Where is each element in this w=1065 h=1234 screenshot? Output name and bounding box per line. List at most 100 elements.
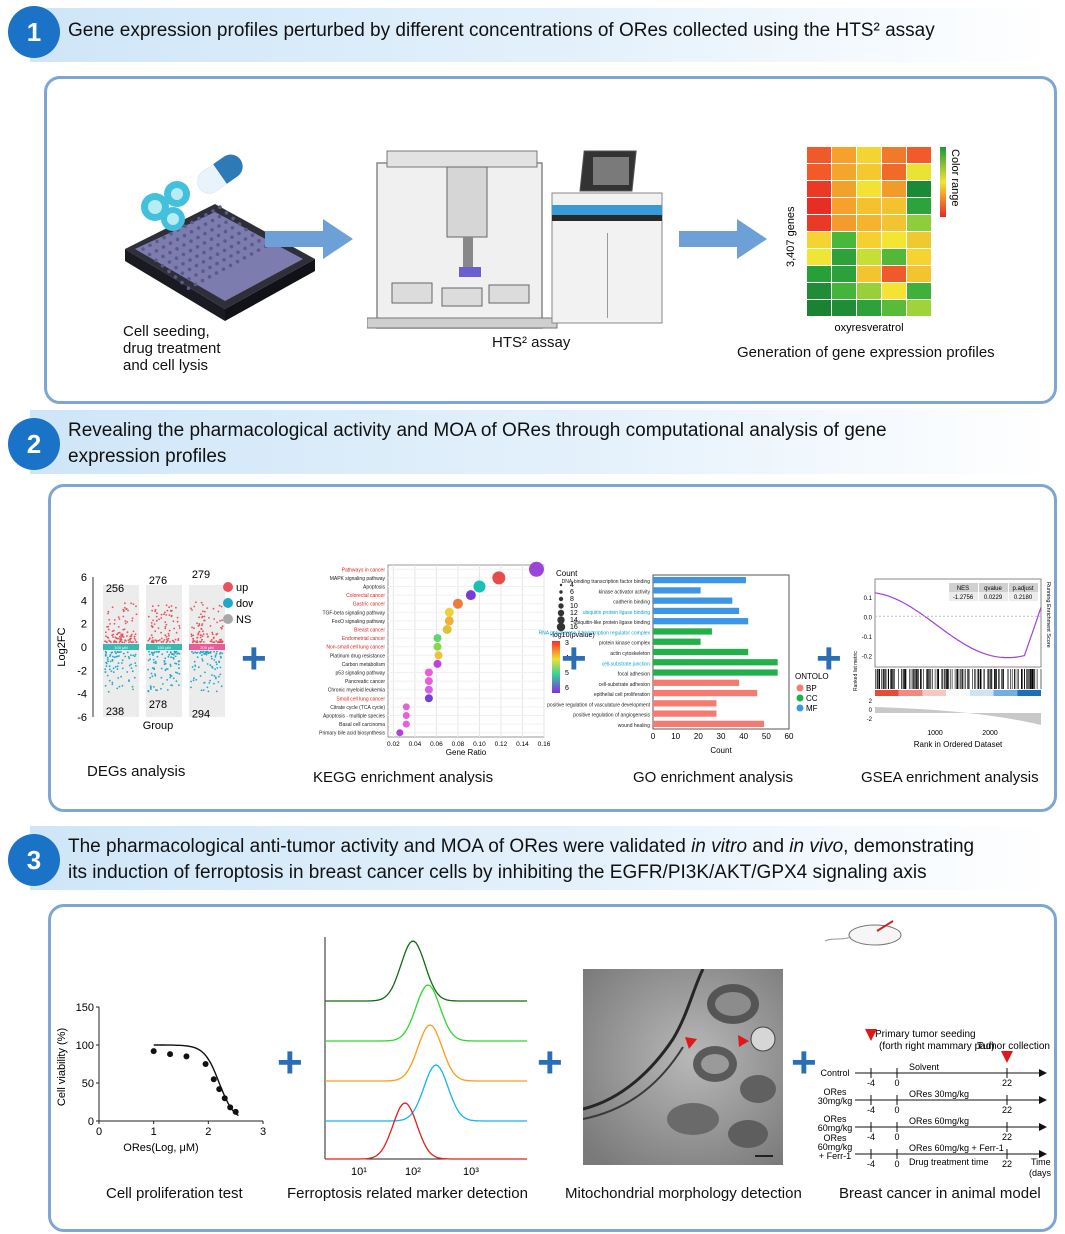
plate-well — [222, 258, 226, 262]
kegg-xlabel: Gene Ratio — [446, 748, 487, 757]
heatmap-cell — [832, 283, 856, 299]
degs-point — [177, 639, 180, 642]
viability-point — [202, 1061, 209, 1067]
degs-point — [117, 616, 120, 618]
degs-point — [194, 651, 197, 653]
kegg-term-label: Citrate cycle (TCA cycle) — [330, 705, 385, 711]
plate-well — [217, 214, 222, 219]
degs-point — [151, 652, 153, 654]
section-1-badge: 1 — [8, 6, 60, 58]
gsea-rank-color — [993, 690, 1018, 696]
kegg-point — [444, 607, 454, 617]
plate-well — [202, 241, 207, 245]
section-3-title: The pharmacological anti-tumor activity … — [68, 836, 975, 883]
viability-ylabel: Cell viability (%) — [56, 1028, 68, 1106]
plus-icon: + — [241, 634, 267, 683]
degs-up-count: 279 — [192, 569, 210, 581]
degs-point — [164, 621, 167, 623]
degs-point — [217, 610, 220, 613]
degs-point — [156, 612, 158, 615]
kegg-point — [402, 720, 410, 728]
degs-point — [149, 658, 151, 661]
kegg-count-label: 6 — [570, 589, 574, 596]
degs-point — [211, 666, 214, 669]
degs-point — [205, 652, 207, 655]
kegg-count-title: Count — [556, 569, 578, 578]
plate-well — [208, 256, 213, 260]
gsea-es-line — [874, 592, 1042, 659]
plate-well — [242, 256, 247, 260]
degs-point — [196, 622, 198, 625]
go-term-label: kinase activator activity — [599, 589, 651, 595]
plate-well — [244, 227, 248, 232]
plate-well — [243, 237, 248, 241]
degs-point — [213, 659, 216, 661]
treatment-label: ORes 60mg/kg + Ferr-1 — [909, 1143, 1004, 1153]
degs-point — [153, 686, 155, 688]
degs-point — [201, 638, 203, 641]
plate-well — [210, 228, 214, 232]
degs-point — [134, 633, 137, 636]
degs-point — [111, 606, 114, 609]
degs-point — [209, 650, 212, 653]
degs-point — [192, 639, 195, 642]
go-bar — [653, 587, 701, 594]
degs-point — [162, 641, 164, 643]
heatmap-cell — [882, 232, 906, 248]
degs-point — [151, 675, 154, 678]
plus-icon: + — [561, 634, 587, 683]
degs-point — [116, 633, 118, 636]
degs-point — [121, 633, 124, 636]
degs-legend-label: NS — [236, 614, 251, 626]
kegg-term-label: Colorectal cancer — [346, 593, 385, 599]
degs-point — [174, 655, 177, 658]
degs-point — [202, 610, 204, 613]
viability-point — [210, 1076, 217, 1083]
degs-point — [197, 666, 200, 669]
go-xtick: 50 — [762, 732, 771, 741]
degs-point — [113, 622, 116, 625]
degs-point — [170, 615, 173, 618]
go-term-label: protein kinase complex — [599, 641, 651, 647]
degs-point — [151, 636, 154, 639]
flow-histogram: 10¹ 10² 10³ — [324, 937, 527, 1178]
degs-point — [149, 685, 152, 688]
degs-point — [191, 609, 193, 611]
kegg-xtick: 0.08 — [452, 741, 465, 748]
section-1-title-band — [30, 8, 1050, 62]
degs-point — [215, 690, 218, 693]
kegg-point — [465, 590, 476, 601]
degs-point — [220, 626, 223, 629]
kegg-point — [452, 598, 463, 609]
plate-well — [229, 244, 234, 249]
plate-well — [197, 216, 201, 221]
kegg-point — [473, 580, 486, 593]
degs-point — [118, 631, 121, 634]
degs-point — [219, 673, 222, 676]
degs-point — [157, 639, 160, 642]
plate-well — [168, 241, 173, 245]
degs-point — [178, 667, 180, 670]
degs-point — [119, 638, 122, 641]
degs-point — [117, 626, 120, 628]
degs-point — [214, 656, 217, 658]
flow-histogram-line — [325, 1024, 527, 1082]
plate-well — [222, 248, 227, 253]
kegg-point — [424, 677, 433, 686]
degs-point — [219, 619, 222, 622]
plate-well — [194, 273, 198, 277]
degs-point — [148, 653, 151, 656]
degs-point — [177, 652, 179, 655]
plate-well — [215, 252, 220, 256]
degs-point — [172, 677, 175, 680]
degs-point — [152, 640, 155, 643]
heatmap-cell — [857, 147, 881, 163]
degs-point — [201, 658, 204, 660]
degs-point — [178, 672, 181, 675]
degs-point — [215, 661, 218, 664]
plate-well — [190, 220, 194, 225]
degs-point — [158, 618, 160, 621]
degs-point — [166, 651, 169, 653]
degs-point — [129, 640, 132, 643]
degs-point — [155, 689, 157, 691]
